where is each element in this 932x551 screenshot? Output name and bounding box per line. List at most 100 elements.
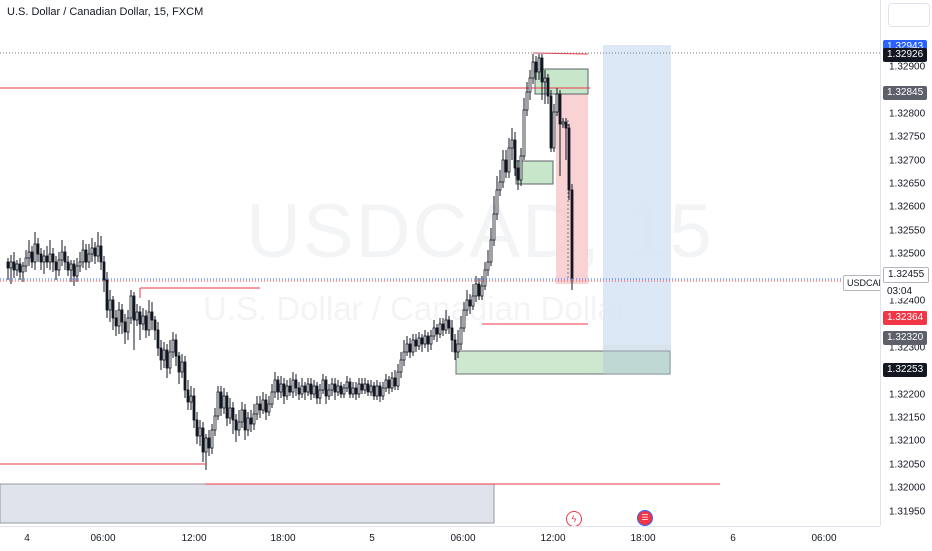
candle-body: [444, 319, 448, 331]
candle-body: [168, 351, 172, 369]
candle-body: [12, 261, 16, 271]
candle-body: [267, 403, 271, 413]
candle-body: [474, 283, 478, 297]
candle-body: [63, 251, 67, 263]
candle-body: [258, 403, 262, 411]
candle-body: [399, 359, 403, 373]
chart-settings-button[interactable]: [888, 3, 930, 27]
candle-body: [297, 387, 301, 395]
candle-body: [384, 379, 388, 389]
candle-body: [45, 255, 49, 263]
candle-body: [360, 383, 364, 391]
price-axis-label: 1.32150: [889, 412, 926, 424]
candle-body: [462, 309, 466, 329]
candle-body: [414, 339, 418, 347]
candle-body: [195, 419, 199, 437]
time-axis[interactable]: 4 06:00 12:00 18:00 5 06:00 12:00 18:00 6 06:00: [0, 526, 880, 551]
candle-body: [138, 311, 142, 325]
time-axis-label: 12:00: [540, 533, 566, 544]
candle-body: [201, 427, 205, 453]
target-zone-blue: [603, 45, 671, 345]
candle-body: [366, 383, 370, 393]
candle-body: [510, 139, 514, 149]
candle-body: [27, 251, 31, 259]
candle-body: [486, 261, 490, 271]
bar-countdown: 03:04: [884, 286, 916, 298]
candle-body: [420, 337, 424, 345]
candle-body: [204, 437, 208, 453]
candle-body: [438, 323, 442, 335]
price-chart[interactable]: [0, 0, 880, 526]
candle-body: [39, 253, 43, 263]
candle-body: [18, 263, 22, 273]
candle-body: [270, 391, 274, 405]
candle-body: [531, 61, 535, 79]
price-axis-label: 1.32900: [889, 61, 926, 73]
candle-body: [81, 249, 85, 263]
candle-body: [327, 389, 331, 397]
candle-body: [180, 361, 184, 373]
price-axis-label: 1.32800: [889, 108, 926, 120]
candle-body: [426, 335, 430, 345]
candle-body: [345, 381, 349, 389]
time-axis-label: 5: [369, 533, 375, 544]
candle-body: [291, 379, 295, 393]
candle-body: [15, 263, 19, 271]
candle-body: [375, 385, 379, 397]
symbol-price-tag: USDCAD: [843, 275, 880, 291]
price-tag-gray-low: 1.32320: [883, 331, 928, 346]
candle-body: [288, 385, 292, 393]
candle-body: [417, 337, 421, 347]
price-axis-label: 1.32550: [889, 225, 926, 237]
price-axis-label: 1.31950: [889, 506, 926, 518]
candle-body: [294, 379, 298, 389]
candle-body: [339, 385, 343, 395]
candle-body: [120, 309, 124, 323]
fvg-zone-green: [515, 160, 554, 185]
candle-body: [363, 383, 367, 391]
candle-body: [225, 395, 229, 419]
candle-body: [543, 77, 547, 83]
candle-body: [144, 315, 148, 331]
candle-body: [279, 383, 283, 393]
candle-body: [324, 379, 328, 397]
price-axis-label: 1.32000: [889, 482, 926, 494]
candle-body: [378, 385, 382, 397]
candle-body: [93, 247, 97, 257]
candle-body: [36, 243, 40, 255]
price-axis-label: 1.32050: [889, 459, 926, 471]
candle-body: [159, 347, 163, 361]
candle-body: [393, 377, 397, 387]
candle-body: [249, 417, 253, 425]
us-flag-event-icon[interactable]: ☰: [637, 510, 653, 526]
candle-body: [351, 387, 355, 395]
candle-body: [522, 109, 526, 157]
flash-event-icon[interactable]: ϟ: [566, 511, 582, 526]
candle-body: [108, 299, 112, 311]
time-axis-label: 06:00: [450, 533, 476, 544]
candle-body: [369, 385, 373, 393]
candle-body: [480, 285, 484, 297]
candle-body: [546, 77, 550, 97]
candle-body: [306, 383, 310, 393]
candle-body: [441, 323, 445, 331]
chart-pane[interactable]: USDCAD, 15 U.S. Dollar / Canadian Dollar…: [0, 0, 880, 526]
candle-body: [309, 383, 313, 395]
candle-body: [456, 343, 460, 353]
candle-body: [192, 395, 196, 421]
candle-body: [315, 385, 319, 399]
high-line: [532, 52, 589, 55]
candle-body: [429, 335, 433, 345]
candle-body: [330, 383, 334, 391]
candle-body: [54, 261, 58, 271]
symbol-title[interactable]: U.S. Dollar / Canadian Dollar, 15, FXCM: [7, 6, 204, 18]
candle-body: [303, 385, 307, 393]
candle-body: [411, 339, 415, 353]
candle-body: [285, 385, 289, 397]
candle-body: [465, 299, 469, 311]
candle-body: [468, 299, 472, 307]
candle-body: [282, 383, 286, 397]
price-axis[interactable]: 1.32900 1.32800 1.32750 1.32700 1.32650 1.326…: [880, 0, 932, 526]
price-tag-gray: 1.32845: [883, 85, 928, 100]
candle-body: [390, 377, 394, 389]
